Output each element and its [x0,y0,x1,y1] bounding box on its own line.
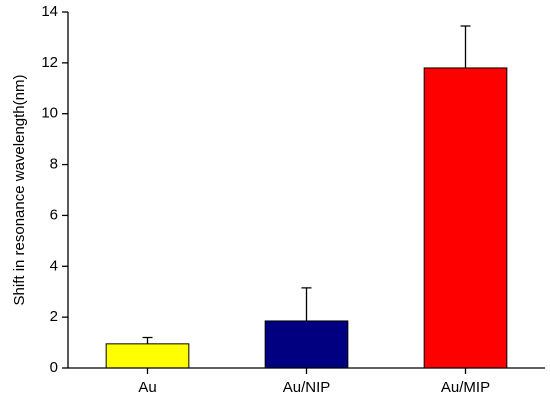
x-tick-label: Au/MIP [441,379,490,396]
x-tick-label: Au [138,379,156,396]
y-tick-label: 10 [41,105,58,122]
error-bar [142,336,153,344]
bar [423,67,508,369]
y-tick-label: 0 [50,359,58,376]
y-tick-label: 6 [50,206,58,223]
bar [264,320,349,369]
y-tick-label: 14 [41,3,58,20]
y-tick-label: 2 [50,308,58,325]
y-tick-label: 12 [41,54,58,71]
error-bar [301,287,312,321]
y-tick-label: 4 [50,257,58,274]
x-tick-label: Au/NIP [283,379,331,396]
y-axis-label: Shift in resonance wavelength(nm) [11,75,28,306]
y-tick-label: 8 [50,156,58,173]
bar [105,343,190,369]
error-bar [460,25,471,68]
